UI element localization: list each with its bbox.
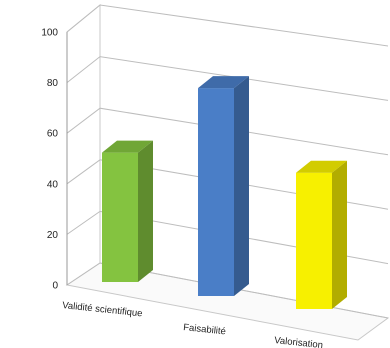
- gridline: [66, 262, 389, 319]
- bar: [102, 140, 153, 282]
- bar-side-face: [138, 140, 153, 282]
- bar-front-face: [102, 152, 138, 282]
- bar-side-face: [332, 160, 347, 309]
- y-tick-label: 100: [41, 28, 58, 39]
- y-tick-label: 20: [47, 230, 59, 241]
- bar-front-face: [296, 172, 332, 309]
- y-tick-label: 60: [47, 129, 59, 140]
- chart-walls: [65, 3, 390, 341]
- bar-top-face: [296, 160, 347, 173]
- y-axis-ticks: 0 20 40 60 80 100: [41, 28, 58, 292]
- gridline: [66, 56, 389, 101]
- bar: [198, 76, 249, 296]
- bar-side-face: [234, 76, 249, 296]
- y-tick-label: 0: [52, 281, 58, 292]
- x-category-label: Validité scientifique: [62, 300, 143, 319]
- x-category-label: Valorisation: [274, 335, 324, 348]
- gridline: [66, 159, 389, 210]
- gridlines: [66, 4, 389, 319]
- gridline: [66, 107, 389, 156]
- bar: [296, 160, 347, 309]
- bar-front-face: [198, 88, 234, 296]
- bars: [102, 76, 347, 309]
- bar-top-face: [198, 76, 249, 89]
- y-tick-label: 80: [47, 78, 59, 89]
- y-tick-label: 40: [47, 179, 59, 190]
- side-wall: [66, 3, 101, 286]
- x-category-label: Faisabilité: [183, 322, 227, 337]
- bar-top-face: [102, 140, 153, 153]
- gridline: [66, 4, 389, 47]
- gridline: [66, 210, 389, 265]
